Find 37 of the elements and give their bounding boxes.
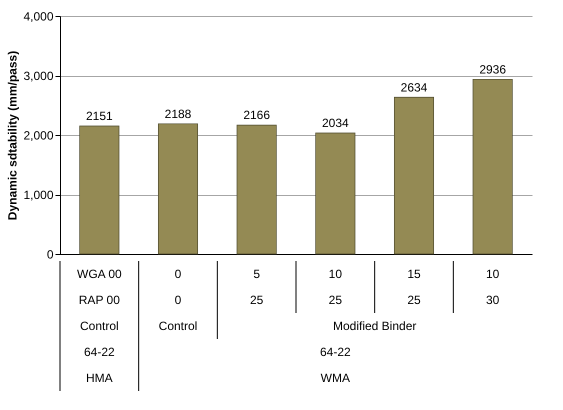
data-label: 2188 bbox=[164, 106, 192, 121]
data-label: 2034 bbox=[322, 116, 350, 130]
x-tick-label: 5 bbox=[253, 267, 260, 281]
bar bbox=[236, 124, 277, 254]
y-tick-label: 2,000 bbox=[23, 128, 54, 142]
x-tick-label: 15 bbox=[407, 267, 421, 281]
text: HMA bbox=[86, 371, 113, 385]
text: 0 bbox=[174, 293, 182, 307]
bar bbox=[315, 132, 356, 254]
x-tick-label: WGA 00 bbox=[76, 267, 122, 281]
data-label: 2166 bbox=[243, 108, 270, 122]
text: 25 bbox=[407, 293, 421, 307]
text: Control bbox=[158, 319, 198, 333]
y-tick-label: 0 bbox=[46, 248, 54, 262]
text: 30 bbox=[486, 293, 500, 307]
bar bbox=[394, 96, 434, 254]
text: Modified Binder bbox=[332, 319, 416, 333]
bar bbox=[158, 123, 198, 254]
x-tick-label: 10 bbox=[328, 267, 342, 281]
text: WMA bbox=[320, 371, 350, 385]
data-label: 2151 bbox=[86, 109, 114, 124]
y-tick-label: 4,000 bbox=[23, 10, 54, 24]
data-label: 2936 bbox=[479, 62, 506, 76]
y-axis-title: Dynamic sdtability (mm/pass) bbox=[5, 50, 20, 220]
text: 25 bbox=[328, 293, 342, 307]
text: Control bbox=[80, 319, 119, 333]
text: 64-22 bbox=[320, 345, 351, 359]
text: 64-22 bbox=[84, 345, 115, 359]
x-tick-label: 10 bbox=[486, 267, 500, 281]
data-label: 2634 bbox=[400, 80, 428, 94]
text: 25 bbox=[250, 293, 264, 307]
text: RAP 00 bbox=[78, 293, 120, 307]
y-tick-label: 1,000 bbox=[23, 188, 54, 202]
bar bbox=[79, 126, 120, 254]
bar bbox=[472, 78, 513, 254]
x-tick-label: 0 bbox=[174, 267, 182, 281]
y-tick-label: 3,000 bbox=[23, 69, 54, 83]
